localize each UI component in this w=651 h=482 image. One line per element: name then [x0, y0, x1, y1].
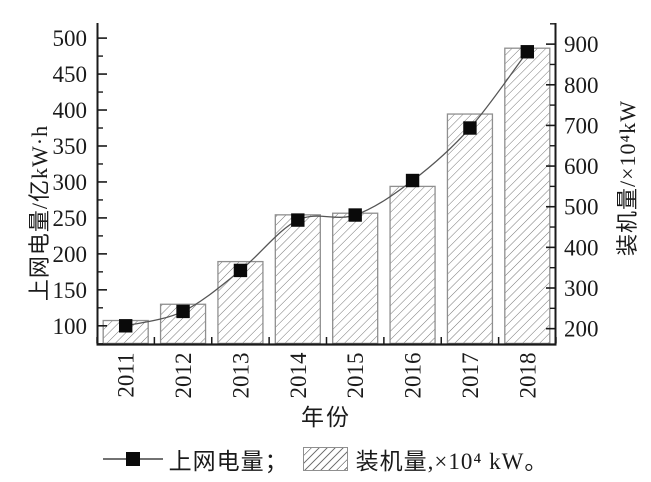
data-point-marker: [176, 304, 190, 319]
right-tick-label: 300: [564, 276, 599, 301]
year-label: 2012: [171, 353, 196, 399]
left-tick-label: 300: [53, 170, 88, 195]
bar: [446, 113, 494, 345]
left-tick-label: 350: [53, 134, 88, 159]
legend-label-capacity: 装机量,×10⁴ kW。: [355, 449, 549, 474]
hatch-swatch-icon: [302, 447, 348, 471]
right-tick-label: 700: [564, 113, 599, 138]
right-axis-title: 装机量/×10⁴kW: [615, 100, 640, 256]
year-label: 2015: [343, 353, 368, 399]
bar: [389, 185, 436, 345]
bar: [274, 214, 321, 345]
right-tick-label: 600: [564, 154, 599, 179]
left-tick-label: 400: [53, 98, 88, 123]
legend-label-grid-power: 上网电量；: [168, 449, 289, 474]
data-point-marker: [520, 45, 535, 59]
legend-item-grid-power: 上网电量；: [102, 442, 289, 476]
data-point-marker: [405, 173, 420, 188]
line-marker-icon: [102, 452, 163, 466]
legend-item-capacity: 装机量,×10⁴ kW。: [289, 442, 549, 476]
right-tick-label: 500: [564, 195, 599, 220]
bar: [332, 212, 379, 345]
year-label: 2013: [228, 353, 253, 399]
left-tick-label: 250: [53, 206, 88, 231]
right-tick-label: 800: [564, 73, 599, 98]
left-tick-label: 100: [53, 314, 88, 339]
left-axis-title: 上网电量/亿kW·h: [27, 125, 52, 301]
data-point-marker: [291, 213, 305, 227]
x-axis-title: 年份: [301, 405, 351, 430]
data-point-marker: [348, 208, 362, 222]
data-point-marker: [118, 319, 133, 333]
bar-series: [102, 47, 551, 345]
bar: [504, 47, 551, 345]
year-label: 2016: [401, 353, 426, 399]
year-label: 2017: [458, 353, 483, 399]
left-tick-label: 200: [53, 242, 88, 267]
x-tick-labels: 2011 2012 2013 2014 2015 2016 2017 2018: [114, 352, 541, 399]
year-label: 2014: [286, 352, 311, 399]
right-tick-label: 900: [564, 32, 599, 57]
data-point-marker: [463, 121, 477, 135]
year-label: 2011: [114, 353, 139, 398]
year-label: 2018: [515, 353, 540, 399]
data-point-marker: [233, 263, 248, 278]
left-tick-label: 150: [53, 278, 88, 303]
combo-chart: 100 150 200 250 300 350 400 450 500 200 300 400 500 6…: [27, 23, 640, 430]
right-tick-label: 400: [564, 235, 599, 260]
line-series: [118, 45, 535, 333]
axes: 100 150 200 250 300 350 400 450 500 200 300 400 500 6…: [53, 23, 599, 346]
left-tick-label: 500: [53, 26, 88, 51]
right-tick-label: 200: [564, 317, 599, 342]
left-tick-label: 450: [53, 62, 88, 87]
legend: 上网电量； 装机量,×10⁴ kW。: [0, 440, 651, 478]
